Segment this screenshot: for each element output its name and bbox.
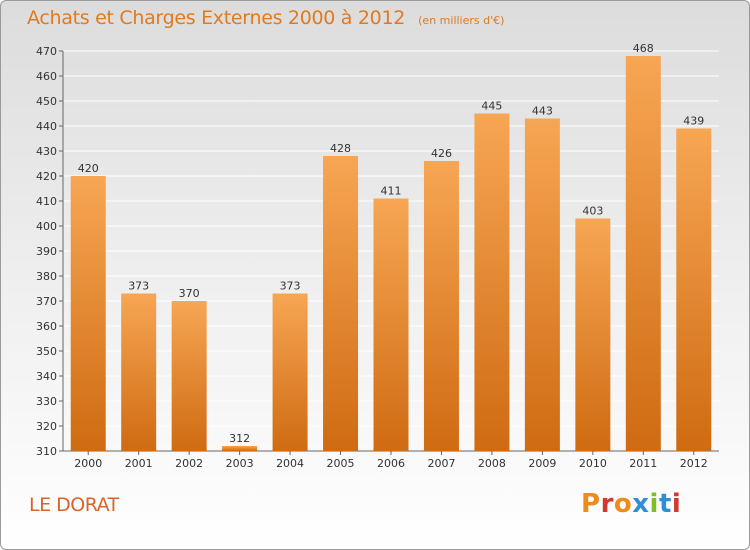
logo-letter: i (671, 489, 682, 519)
proxiti-logo[interactable]: Proxiti (581, 489, 681, 519)
x-tick-label: 2009 (528, 457, 556, 470)
x-tick-label: 2011 (629, 457, 657, 470)
bar (222, 446, 258, 451)
bar (524, 118, 560, 451)
value-label: 370 (179, 287, 200, 300)
x-tick-label: 2000 (74, 457, 102, 470)
y-tick-label: 390 (36, 245, 57, 258)
bar (676, 128, 712, 451)
y-tick-label: 340 (36, 370, 57, 383)
value-label: 420 (78, 162, 99, 175)
x-tick-label: 2001 (125, 457, 153, 470)
value-label: 373 (280, 280, 301, 293)
x-tick-label: 2004 (276, 457, 304, 470)
y-tick-label: 360 (36, 320, 57, 333)
value-label: 445 (481, 100, 502, 113)
y-tick-label: 410 (36, 195, 57, 208)
bar (121, 293, 157, 451)
label-layer: 420 373 370 312 373 428 411 426 445 443 403 468 439 (78, 42, 705, 445)
logo-letter: o (613, 489, 633, 519)
bar-layer (70, 56, 712, 451)
value-label: 439 (683, 115, 704, 128)
x-tick-label: 2006 (377, 457, 405, 470)
x-tick-label: 2010 (579, 457, 607, 470)
value-label: 443 (532, 105, 553, 118)
y-tick-label: 470 (36, 45, 57, 58)
y-tick-label: 350 (36, 345, 57, 358)
x-tick-label: 2007 (427, 457, 455, 470)
value-label: 411 (381, 185, 402, 198)
y-tick-label: 430 (36, 145, 57, 158)
bar (171, 301, 207, 451)
bar (373, 198, 409, 451)
place-name: LE DORAT (29, 494, 119, 516)
logo-letter: x (632, 489, 650, 519)
bar (272, 293, 308, 451)
logo-letter: P (581, 489, 601, 519)
bar (70, 176, 106, 451)
value-label: 468 (633, 42, 654, 55)
x-tick-label: 2012 (680, 457, 708, 470)
value-label: 403 (582, 205, 603, 218)
chart-title: Achats et Charges Externes 2000 à 2012 (27, 7, 406, 29)
y-tick-label: 310 (36, 445, 57, 458)
value-label: 312 (229, 432, 250, 445)
value-label: 428 (330, 142, 351, 155)
logo-letter: r (600, 489, 614, 519)
bar (575, 218, 611, 451)
logo-letter: t (658, 489, 672, 519)
y-tick-label: 370 (36, 295, 57, 308)
bar (474, 113, 510, 451)
value-label: 426 (431, 147, 452, 160)
value-label: 373 (128, 280, 149, 293)
bar (323, 156, 359, 451)
y-tick-label: 380 (36, 270, 57, 283)
y-tick-label: 400 (36, 220, 57, 233)
axis-layer: 310 320 330 340 350 360 370 380 390 400 410 420 430 4… (36, 45, 719, 470)
y-tick-label: 320 (36, 420, 57, 433)
x-tick-label: 2003 (226, 457, 254, 470)
y-tick-label: 450 (36, 95, 57, 108)
y-tick-label: 440 (36, 120, 57, 133)
x-tick-label: 2005 (327, 457, 355, 470)
bar (423, 161, 459, 451)
x-tick-label: 2008 (478, 457, 506, 470)
y-tick-label: 460 (36, 70, 57, 83)
title-row: Achats et Charges Externes 2000 à 2012 (… (27, 7, 504, 29)
chart-subtitle: (en milliers d'€) (418, 14, 505, 27)
x-tick-label: 2002 (175, 457, 203, 470)
bar (625, 56, 661, 451)
y-tick-label: 420 (36, 170, 57, 183)
logo-letter: i (649, 489, 659, 519)
y-tick-label: 330 (36, 395, 57, 408)
